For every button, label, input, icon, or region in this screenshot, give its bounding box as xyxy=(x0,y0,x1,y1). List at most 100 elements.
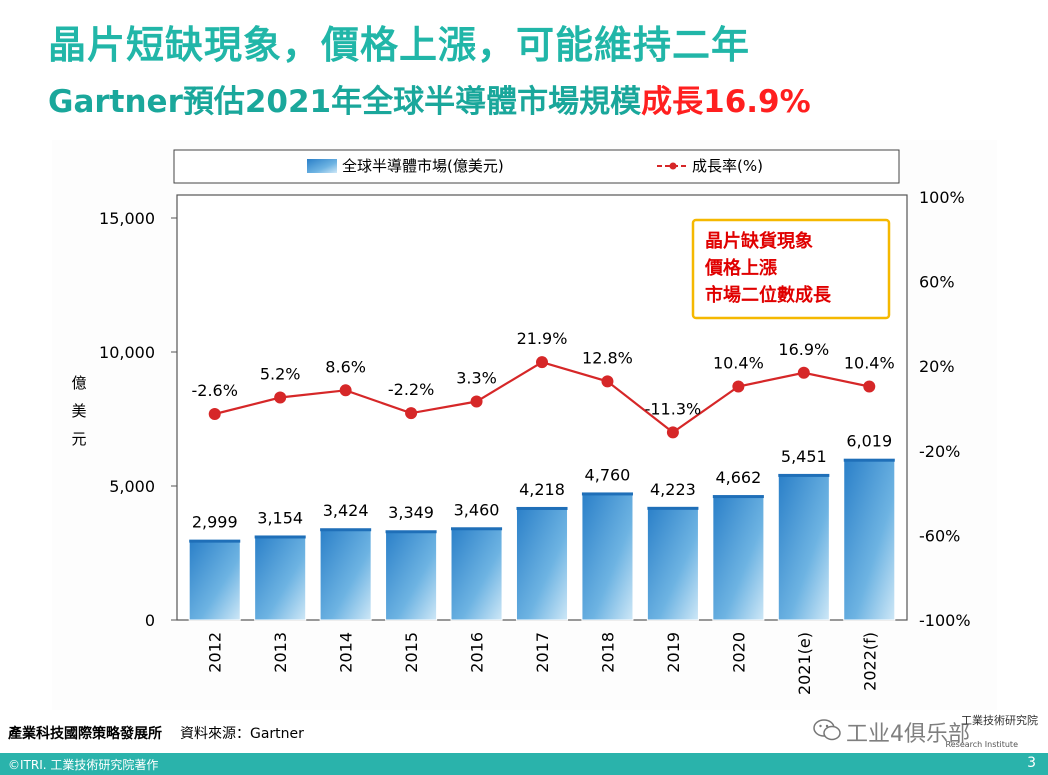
x-tick-label: 2016 xyxy=(468,632,487,673)
bar-top-edge xyxy=(778,473,830,477)
source-note: 資料來源：Gartner xyxy=(180,726,304,742)
y-left-axis-label-char: 元 xyxy=(71,430,86,448)
growth-label: 10.4% xyxy=(844,354,895,373)
x-tick-label: 2018 xyxy=(598,632,617,673)
chart: 全球半導體市場(億美元) 成長率(%) 0 5,000 10,000 15,000 億美元 -… xyxy=(71,149,971,695)
annotation-text: 價格上漲 xyxy=(704,257,778,279)
growth-label: 16.9% xyxy=(778,340,829,359)
wechat-icon xyxy=(813,719,841,741)
bar xyxy=(777,473,830,621)
x-tick-label: 2013 xyxy=(271,632,290,673)
growth-label: 3.3% xyxy=(456,369,497,388)
bar xyxy=(581,491,634,621)
bar xyxy=(646,506,699,621)
growth-label: -2.6% xyxy=(192,381,238,400)
copyright: ©ITRI. 工業技術研究院著作 xyxy=(8,758,159,772)
bar xyxy=(450,526,503,621)
bar xyxy=(319,527,372,621)
chart-frame: 全球半導體市場(億美元) 成長率(%) 0 5,000 10,000 15,000 億美元 -… xyxy=(52,140,997,710)
growth-point xyxy=(536,356,548,369)
bar-value-label: 2,999 xyxy=(192,513,238,532)
bar-value-label: 4,662 xyxy=(715,468,761,487)
x-tick-label: 2012 xyxy=(206,632,225,673)
x-tick-label: 2017 xyxy=(533,632,552,673)
subtitle-text: Gartner預估2021年全球半導體市場規模 xyxy=(48,84,642,120)
legend-label-line: 成長率(%) xyxy=(692,157,763,175)
x-tick-label: 2019 xyxy=(664,632,683,673)
logo-sub: 工業技術研究院 xyxy=(961,714,1038,727)
y-left-tick-label: 15,000 xyxy=(99,209,155,228)
bar-value-label: 4,218 xyxy=(519,480,565,499)
x-tick-label: 2015 xyxy=(402,632,421,673)
source-org: 產業科技國際策略發展所 xyxy=(8,726,162,742)
y-right-tick-label: -60% xyxy=(919,526,960,545)
bar-top-edge xyxy=(320,528,372,532)
x-tick-label: 2014 xyxy=(337,632,356,673)
growth-label: 10.4% xyxy=(713,354,764,373)
bar-top-edge xyxy=(647,506,699,510)
logo-sub2: Research Institute xyxy=(945,740,1018,749)
page-number: 3 xyxy=(1027,755,1036,771)
growth-label: -2.2% xyxy=(388,380,434,399)
growth-point xyxy=(470,395,483,408)
watermark-logo: 工业4俱乐部 工業技術研究院 Research Institute xyxy=(812,712,1042,750)
legend-label-bar: 全球半導體市場(億美元) xyxy=(342,157,504,175)
bar-value-label: 3,424 xyxy=(323,501,369,520)
legend-marker xyxy=(669,162,677,170)
y-right-tick-label: 60% xyxy=(919,273,955,292)
bar-value-label: 5,451 xyxy=(781,447,827,466)
bar-top-edge xyxy=(189,539,241,543)
bar-value-label: 3,154 xyxy=(257,508,303,527)
bar-top-edge xyxy=(712,495,764,499)
source-footer: 產業科技國際策略發展所 資料來源：Gartner xyxy=(8,723,304,743)
bar-top-edge xyxy=(843,458,895,462)
bar-value-label: 3,460 xyxy=(454,500,500,519)
annotation-box xyxy=(691,218,891,320)
growth-point xyxy=(339,384,352,397)
x-tick-label: 2021(e) xyxy=(795,632,814,695)
y-left-axis-label-char: 美 xyxy=(71,402,86,420)
y-left-tick-label: 0 xyxy=(145,611,155,630)
growth-point xyxy=(405,407,418,420)
y-right-tick-label: -20% xyxy=(919,442,960,461)
bar xyxy=(385,529,438,621)
growth-label: 21.9% xyxy=(517,329,568,348)
growth-label: 12.8% xyxy=(582,348,633,367)
growth-label: 5.2% xyxy=(260,365,301,384)
growth-label: -11.3% xyxy=(645,399,702,418)
legend-box xyxy=(173,149,900,184)
growth-point xyxy=(666,426,679,439)
slide-title: 晶片短缺現象，價格上漲，可能維持二年 xyxy=(48,23,751,67)
growth-point xyxy=(208,407,221,420)
x-tick-label: 2022(f) xyxy=(860,632,879,691)
y-right-tick-label: 100% xyxy=(919,188,965,207)
annotation-text: 晶片缺貨現象 xyxy=(705,230,813,252)
bar-value-label: 3,349 xyxy=(388,503,434,522)
slide-subtitle: Gartner預估2021年全球半導體市場規模成長16.9% xyxy=(48,76,1028,121)
bar-value-label: 4,760 xyxy=(585,465,631,484)
bar xyxy=(515,506,569,621)
annotation-text: 市場二位數成長 xyxy=(705,284,832,306)
bar xyxy=(188,539,241,621)
bar-top-edge xyxy=(254,535,306,539)
growth-point xyxy=(797,366,810,379)
subtitle-highlight: 成長16.9% xyxy=(641,84,811,120)
growth-point xyxy=(863,380,876,393)
bar-top-edge xyxy=(385,530,437,534)
bar-value-label: 6,019 xyxy=(846,432,892,451)
bar-top-edge xyxy=(451,527,503,531)
growth-point xyxy=(732,380,745,393)
y-left-axis-label-char: 億 xyxy=(71,374,86,392)
y-left-tick-label: 5,000 xyxy=(109,477,155,496)
bar xyxy=(254,534,307,621)
y-right-tick-label: -100% xyxy=(919,611,971,630)
growth-point xyxy=(274,391,287,404)
growth-label: 8.6% xyxy=(325,357,366,376)
bar-top-edge xyxy=(516,506,568,510)
bar xyxy=(712,494,765,621)
logo-text: 工业4俱乐部 xyxy=(846,722,970,747)
x-tick-label: 2020 xyxy=(729,632,748,673)
growth-point xyxy=(601,375,614,388)
bar xyxy=(843,458,896,621)
legend-swatch-bar xyxy=(307,159,337,173)
